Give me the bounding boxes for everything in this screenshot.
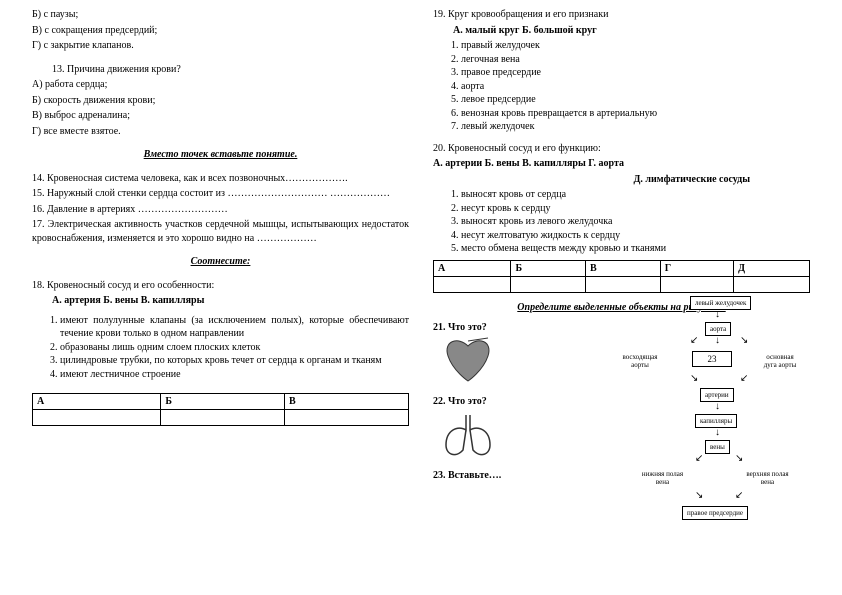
q20-table: А Б В Г Д bbox=[433, 260, 810, 293]
table-header: Б bbox=[161, 394, 285, 410]
section-fill-title: Вместо точек вставьте понятие. bbox=[32, 148, 409, 162]
arrow-diag-icon: ↙ bbox=[735, 491, 743, 501]
q20-items: выносят кровь от сердца несут кровь к се… bbox=[433, 188, 810, 256]
lungs-image-icon bbox=[433, 407, 503, 462]
arrow-diag-icon: ↘ bbox=[690, 374, 698, 384]
list-item: образованы лишь одним слоем плоских клет… bbox=[60, 341, 409, 355]
table-header: Г bbox=[660, 260, 733, 276]
q15: 15. Наружный слой стенки сердца состоит … bbox=[32, 187, 409, 201]
q18-items: имеют полулунные клапаны (за исключением… bbox=[32, 314, 409, 382]
table-cell bbox=[33, 410, 161, 426]
list-item: выносят кровь от сердца bbox=[461, 188, 810, 202]
arrow-down-icon: ↓ bbox=[715, 402, 720, 412]
table-header: Б bbox=[511, 260, 586, 276]
q12-opt-g: Г) с закрытие клапанов. bbox=[32, 39, 409, 53]
list-item: выносят кровь из левого желудочка bbox=[461, 215, 810, 229]
q14: 14. Кровеносная система человека, как и … bbox=[32, 172, 409, 186]
q13-opt-g: Г) все вместе взятое. bbox=[32, 125, 409, 139]
arrow-down-icon: ↓ bbox=[715, 336, 720, 346]
list-item: место обмена веществ между кровью и ткан… bbox=[461, 242, 810, 256]
arrow-diag-icon: ↙ bbox=[740, 374, 748, 384]
arrow-diag-icon: ↘ bbox=[740, 336, 748, 346]
table-cell bbox=[285, 410, 409, 426]
list-item: легочная вена bbox=[461, 53, 810, 67]
diagram-node: аорта bbox=[705, 322, 731, 336]
arrow-diag-icon: ↘ bbox=[735, 454, 743, 464]
table-cell bbox=[660, 276, 733, 292]
heart-image-icon bbox=[433, 333, 503, 388]
diagram-node: восходящая аорты bbox=[615, 351, 665, 371]
q12-opt-v: В) с сокращения предсердий; bbox=[32, 24, 409, 38]
list-item: несут желтоватую жидкость к сердцу bbox=[461, 229, 810, 243]
diagram-node: верхняя полая вена bbox=[740, 468, 795, 488]
list-item: левый желудочек bbox=[461, 120, 810, 134]
section-match-title: Соотнесите: bbox=[32, 255, 409, 269]
table-cell bbox=[511, 276, 586, 292]
diagram-node: левый желудочек bbox=[690, 296, 751, 310]
table-header: Д bbox=[734, 260, 810, 276]
diagram-node: основная дуга аорты bbox=[755, 351, 805, 371]
list-item: цилиндровые трубки, по которых кровь теч… bbox=[60, 354, 409, 368]
q19-opts: А. малый круг Б. большой круг bbox=[433, 24, 810, 38]
diagram-node: капилляры bbox=[695, 414, 737, 428]
list-item: имеют лестничное строение bbox=[60, 368, 409, 382]
right-column: 19. Круг кровообращения и его признаки А… bbox=[421, 8, 822, 587]
q13-opt-v: В) выброс адреналина; bbox=[32, 109, 409, 123]
q19-items: правый желудочек легочная вена правое пр… bbox=[433, 39, 810, 134]
q13-title: 13. Причина движения крови? bbox=[32, 63, 409, 77]
table-header: А bbox=[33, 394, 161, 410]
arrow-down-icon: ↓ bbox=[715, 428, 720, 438]
q13-opt-b: Б) скорость движения крови; bbox=[32, 94, 409, 108]
list-item: аорта bbox=[461, 80, 810, 94]
arrow-diag-icon: ↙ bbox=[695, 454, 703, 464]
q16: 16. Давление в артериях ……………………… bbox=[32, 203, 409, 217]
list-item: венозная кровь превращается в артериальн… bbox=[461, 107, 810, 121]
q19-title: 19. Круг кровообращения и его признаки bbox=[433, 8, 810, 22]
left-column: Б) с паузы; В) с сокращения предсердий; … bbox=[20, 8, 421, 587]
arrow-diag-icon: ↘ bbox=[695, 491, 703, 501]
q20-title: 20. Кровеносный сосуд и его функцию: bbox=[433, 142, 810, 156]
q17: 17. Электрическая активность участков се… bbox=[32, 218, 409, 245]
table-header: В bbox=[285, 394, 409, 410]
diagram-node: правое предсердие bbox=[682, 506, 748, 520]
q18-opts: А. артерия Б. вены В. капилляры bbox=[32, 294, 409, 308]
diagram-node: нижняя полая вена bbox=[635, 468, 690, 488]
list-item: правое предсердие bbox=[461, 66, 810, 80]
list-item: имеют полулунные клапаны (за исключением… bbox=[60, 314, 409, 341]
table-header: В bbox=[586, 260, 661, 276]
table-cell bbox=[434, 276, 511, 292]
q18-table: А Б В bbox=[32, 393, 409, 426]
list-item: правый желудочек bbox=[461, 39, 810, 53]
list-item: несут кровь к сердцу bbox=[461, 202, 810, 216]
flow-diagram: левый желудочек ↓ аорта ↙ ↓ ↘ восходящая… bbox=[610, 296, 810, 546]
q12-opt-b: Б) с паузы; bbox=[32, 8, 409, 22]
arrow-down-icon: ↓ bbox=[715, 310, 720, 320]
table-header: А bbox=[434, 260, 511, 276]
q18-title: 18. Кровеносный сосуд и его особенности: bbox=[32, 279, 409, 293]
diagram-node-23: 23 bbox=[692, 351, 732, 367]
diagram-node: артерии bbox=[700, 388, 734, 402]
arrow-diag-icon: ↙ bbox=[690, 336, 698, 346]
diagram-node: вены bbox=[705, 440, 730, 454]
table-cell bbox=[161, 410, 285, 426]
q20-opts1: А. артерии Б. вены В. капилляры Г. аорта bbox=[433, 157, 810, 171]
table-cell bbox=[734, 276, 810, 292]
q20-opts2: Д. лимфатические сосуды bbox=[433, 173, 810, 187]
list-item: левое предсердие bbox=[461, 93, 810, 107]
table-cell bbox=[586, 276, 661, 292]
q13-opt-a: А) работа сердца; bbox=[32, 78, 409, 92]
